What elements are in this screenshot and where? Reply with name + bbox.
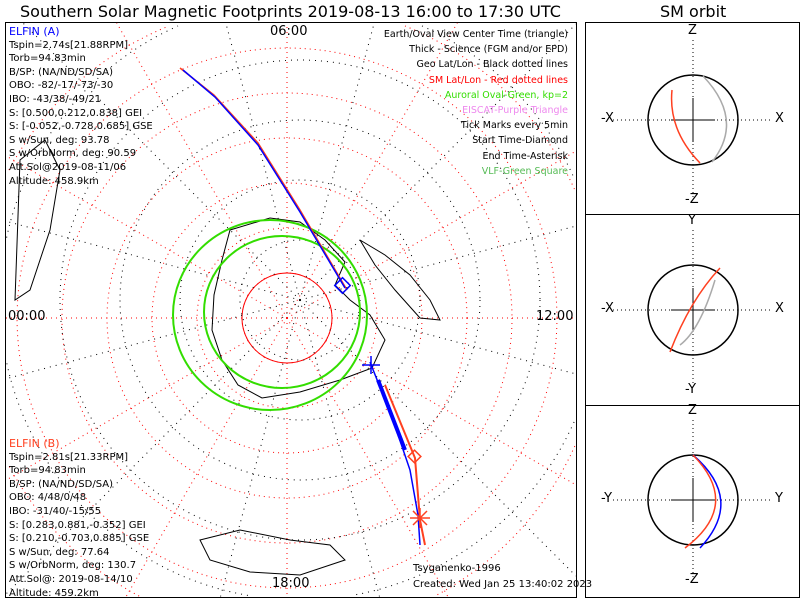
elfin-a-info-line: S: [-0.052,-0.728,0.685] GSE [9, 121, 153, 133]
geo-lon-line [299, 299, 577, 375]
sm-axis-label-left: -Y [601, 491, 613, 506]
auroral-oval-outer [172, 219, 368, 411]
sm-axis-label-top: Z [688, 403, 697, 418]
legend-item: Thick - Science (FGM and/or EPD) [409, 44, 568, 56]
elfin-a-info-line: OBO: -82/-17/-73/-30 [9, 80, 114, 92]
sm-axis-label-right: Y [775, 491, 783, 506]
geo-lat-circle [421, 25, 575, 179]
elfin-b-info-line: S w/OrbNorm, deg: 130.7 [9, 560, 137, 572]
sm-lon-line [286, 317, 449, 598]
sm-axis-label-left: -X [601, 111, 614, 126]
elfin-b-info-line: IBO: -31/40/-15/55 [9, 505, 102, 517]
orbit-b-arc [669, 267, 721, 353]
geo-grid [5, 22, 577, 598]
elfin-b-info-line: S w/Sun, deg: 77.64 [9, 546, 110, 558]
sm-lat-circle [8, 465, 140, 597]
elfin-b-info-line: S: [0.283,0.881,-0.352] GEI [9, 519, 146, 531]
orbit-b-arc [684, 454, 717, 549]
geo-lon-line [5, 220, 301, 301]
legend-item: SM Lat/Lon - Red dotted lines [428, 74, 568, 86]
elfin-a-name: ELFIN (A) [9, 25, 60, 38]
orbit-a-arc [702, 75, 728, 163]
elfin-a-start-diamond [333, 276, 352, 295]
legend-item: VLF-Green Square [481, 165, 568, 177]
elfin-a-info-line: S: [0.500,0.212,0.838] GEI [9, 107, 143, 119]
elfin-a-info-line: Altitude: 458.9km [9, 175, 99, 187]
elfin-b-info-line: B/SP: (NA/ND/SD/SA) [9, 478, 113, 490]
coastline-south-america [359, 239, 441, 321]
elfin-b-science-segment [376, 379, 407, 451]
plot-title: Southern Solar Magnetic Footprints 2019-… [20, 2, 561, 21]
coastline-africa [14, 139, 61, 301]
sm-lon-line [5, 317, 288, 481]
map-frame [5, 22, 577, 598]
elfin-b-info-line: Tspin=2.81s[21.33RPM] [9, 451, 129, 463]
elfin-a-info-line: Att.Sol@2019-08-11/06 [9, 161, 127, 173]
elfin-a-info-line: B/SP: (NA/ND/SD/SA) [9, 66, 113, 78]
geo-lat-circle [352, 421, 575, 596]
time-label-right: 12:00 [536, 309, 574, 324]
created-label: Created: Wed Jan 25 13:40:02 2023 [413, 579, 593, 590]
elfin-b-info-line: Torb=94.83min [9, 465, 86, 477]
elfin-b-track-red [384, 384, 426, 546]
legend-item: End Time-Asterisk [482, 150, 568, 162]
sm-axis-label-right: X [775, 111, 784, 126]
legend-item: Tick Marks every 5min [460, 120, 568, 132]
legend-item: EISCAT-Purple Triangle [462, 105, 568, 117]
sm-axis-label-right: X [775, 301, 784, 316]
sm-lon-line [286, 317, 577, 486]
elfin-a-info-line: IBO: -43/38/-49/21 [9, 93, 102, 105]
elfin-a-info-line: Torb=94.83min [9, 53, 86, 65]
elfin-a-info: ELFIN (A) Tspin=2.74s[21.88RPM] Torb=94.8… [9, 25, 153, 188]
legend-item: Auroral Oval-Green, kp=2 [444, 89, 568, 101]
legend-item: Geo Lat/Lon - Black dotted lines [416, 59, 568, 71]
sm-axis-label-bottom: -Z [685, 192, 699, 207]
sm-axis-label-top: Y [688, 213, 696, 228]
legend: Earth/Oval View Center Time (triangle) Th… [384, 27, 568, 179]
elfin-b-info-line: S: [0.210,-0.703,0.885] GSE [9, 533, 150, 545]
elfin-a-info-line: S w/OrbNorm, deg: 90.59 [9, 148, 137, 160]
elfin-b-info-line: Att.Sol@: 2019-08-14/10 [9, 573, 133, 585]
sm-grid [5, 22, 577, 598]
time-label-left: 00:00 [8, 309, 46, 324]
orbit-b-arc [670, 89, 701, 164]
elfin-b-info-line: OBO: 4/48/0/48 [9, 492, 87, 504]
legend-item: Earth/Oval View Center Time (triangle) [383, 29, 568, 40]
geo-lon-line [299, 299, 577, 577]
elfin-a-track [182, 69, 346, 289]
sm-lon-line [5, 155, 288, 319]
elfin-b-end-asterisk [410, 508, 430, 528]
geo-lon-line [5, 299, 301, 380]
coastline-australia [199, 529, 346, 576]
sm-orbit-title: SM orbit [660, 2, 727, 21]
geo-lon-line [299, 299, 381, 598]
time-label-top: 06:00 [270, 24, 308, 39]
elfin-a-info-line: Tspin=2.74s[21.88RPM] [9, 39, 129, 51]
elfin-b-start-diamond [407, 449, 422, 464]
time-label-bottom: 18:00 [272, 576, 310, 591]
model-label: Tsyganenko-1996 [413, 563, 501, 574]
sm-orbit-panels [613, 40, 773, 580]
sm-axis-label-left: -X [601, 301, 614, 316]
orbit-a-arc [679, 279, 716, 346]
sm-lon-line [286, 22, 458, 319]
sm-axis-label-top: Z [688, 23, 697, 38]
sm-lon-line [125, 317, 288, 598]
legend-item: Start Time-Diamond [472, 135, 568, 147]
elfin-b-name: ELFIN (B) [9, 437, 60, 450]
elfin-b-info-line: Altitude: 459.2km [9, 587, 99, 599]
elfin-a-end-asterisk [362, 356, 380, 374]
geo-lon-line [225, 22, 301, 301]
auroral-oval-inner [203, 235, 361, 389]
elfin-b-info: ELFIN (B) Tspin=2.81s[21.33RPM] Torb=94.8… [9, 437, 149, 600]
sm-axis-label-bottom: -Z [685, 572, 699, 587]
sm-lon-line [116, 22, 288, 319]
sm-lat-circle [404, 25, 576, 191]
elfin-a-info-line: S w/Sun, deg: 93.78 [9, 134, 110, 146]
orbit-a-arc [692, 454, 722, 549]
sm-axis-label-bottom: -Y [685, 382, 697, 397]
geo-lat-circle [119, 119, 481, 481]
